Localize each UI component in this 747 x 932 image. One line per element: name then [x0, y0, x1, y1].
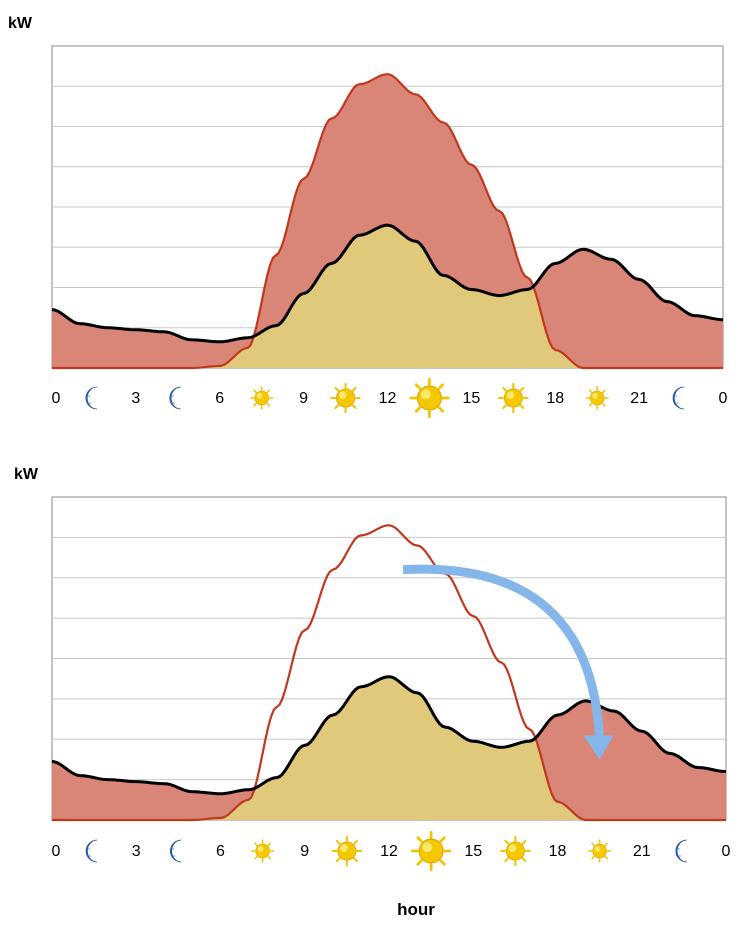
- moon-icon: [169, 386, 182, 410]
- moon-icon: [675, 839, 688, 863]
- sun-large-icon: [411, 830, 452, 872]
- x-tick-label: 18: [549, 843, 567, 860]
- chart-panel-bottom: kW 0 3 6 9 12 15 18 21 0: [14, 466, 731, 872]
- x-tick-label: 9: [299, 390, 308, 407]
- sun-medium-icon: [330, 382, 361, 414]
- moon-icon: [169, 839, 182, 863]
- x-tick-label: 15: [464, 843, 482, 860]
- chart-panel-top: kW 0 3 6 9 12 15 18 21 0: [8, 15, 728, 419]
- x-tick-label: 9: [300, 843, 309, 860]
- x-tick-label: 3: [131, 390, 140, 407]
- y-axis-label: kW: [14, 466, 39, 483]
- x-tick-label: 0: [52, 843, 61, 860]
- self-consumption-area: [52, 225, 723, 368]
- x-tick-label: 0: [52, 390, 61, 407]
- x-tick-label: 0: [719, 390, 728, 407]
- x-tick-label: 12: [380, 843, 398, 860]
- load-shift-arrow: [402, 564, 614, 760]
- sun-small-icon: [251, 839, 275, 863]
- x-tick-label: 12: [379, 390, 397, 407]
- moon-icon: [85, 386, 98, 410]
- x-tick-label: 6: [215, 390, 224, 407]
- sun-large-icon: [409, 377, 450, 419]
- x-tick-label: 21: [633, 843, 651, 860]
- sun-small-icon: [588, 839, 612, 863]
- production-line: [52, 524, 726, 822]
- x-tick-label: 18: [546, 390, 564, 407]
- sun-medium-icon: [498, 382, 529, 414]
- production-surplus-area: [52, 74, 723, 368]
- x-tick-label: 6: [216, 843, 225, 860]
- sun-small-icon: [250, 386, 274, 410]
- production-line: [52, 73, 723, 370]
- x-tick-label: 15: [462, 390, 480, 407]
- x-axis-title: hour: [397, 900, 435, 919]
- x-tick-label: 0: [722, 843, 731, 860]
- sun-medium-icon: [331, 835, 363, 867]
- moon-icon: [85, 839, 98, 863]
- consumption-line: [51, 675, 727, 796]
- consumption-line: [51, 223, 724, 344]
- sun-medium-icon: [500, 835, 531, 867]
- moon-icon: [672, 386, 685, 410]
- self-consumption-area: [52, 676, 726, 820]
- y-axis-label: kW: [8, 15, 33, 32]
- sun-small-icon: [585, 386, 609, 410]
- x-tick-label: 21: [630, 390, 648, 407]
- x-tick-label: 3: [132, 843, 141, 860]
